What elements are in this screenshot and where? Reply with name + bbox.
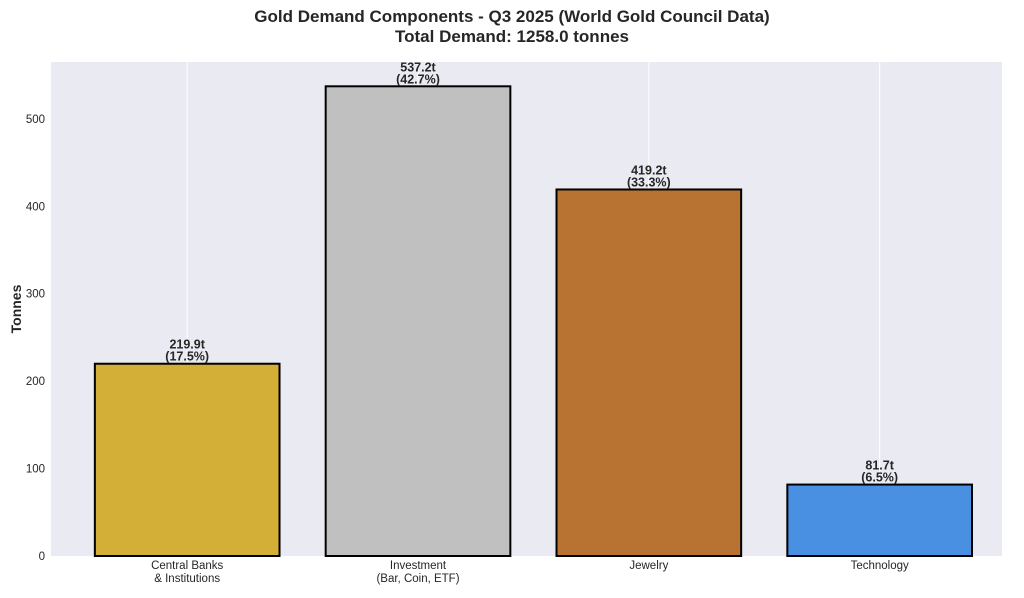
percent-label: (17.5%): [165, 350, 209, 364]
y-tick-label: 300: [26, 289, 45, 301]
y-tick-label: 500: [26, 114, 45, 126]
percent-label: (33.3%): [627, 175, 671, 189]
y-axis-label: Tonnes: [8, 284, 24, 333]
x-tick-label: Central Banks: [151, 560, 223, 572]
y-tick-label: 100: [26, 464, 45, 476]
y-tick-label: 0: [39, 551, 45, 563]
value-label: 219.9t: [169, 338, 205, 352]
y-tick-label: 400: [26, 201, 45, 213]
x-tick-label: Technology: [851, 560, 909, 572]
chart-title: Gold Demand Components - Q3 2025 (World …: [254, 7, 769, 26]
bar-2: [555, 188, 743, 557]
y-tick-label: 200: [26, 376, 45, 388]
bar-3: [786, 483, 973, 557]
value-label: 81.7t: [865, 459, 894, 473]
x-tick-label: Jewelry: [629, 560, 668, 572]
bar-0: [93, 362, 281, 558]
chart-subtitle: Total Demand: 1258.0 tonnes: [395, 27, 629, 46]
value-label: 537.2t: [400, 60, 436, 74]
x-tick-label: Investment: [390, 560, 447, 572]
x-tick-label: (Bar, Coin, ETF): [376, 573, 459, 585]
percent-label: (42.7%): [396, 72, 440, 86]
value-label: 419.2t: [631, 163, 667, 177]
x-tick-label: & Institutions: [154, 573, 220, 585]
percent-label: (6.5%): [861, 471, 898, 485]
bar-1: [324, 85, 512, 557]
